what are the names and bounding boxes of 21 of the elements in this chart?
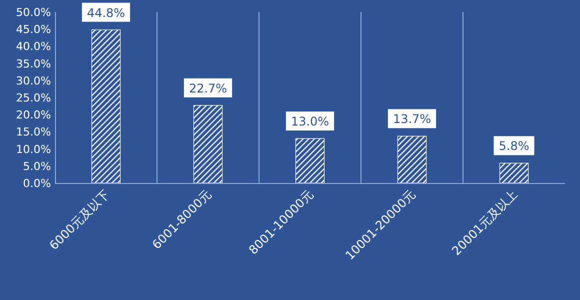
y-tick-label: 25.0% (16, 92, 51, 104)
bar (397, 136, 427, 184)
y-tick-label: 50.0% (16, 6, 51, 19)
bar (295, 138, 325, 184)
y-tick-label: 20.0% (16, 108, 51, 122)
y-tick-label: 35.0% (16, 57, 51, 70)
y-tick-label: 10.0% (16, 142, 51, 156)
data-label: 22.7% (188, 81, 228, 96)
data-label: 44.8% (86, 6, 126, 20)
y-tick-label: 0.0% (23, 177, 51, 190)
bar (193, 105, 223, 184)
data-label: 13.7% (392, 112, 432, 126)
bar (499, 162, 529, 184)
y-tick-label: 40.0% (16, 40, 51, 54)
y-tick-label: 15.0% (16, 126, 51, 139)
y-tick-label: 45.0% (16, 23, 51, 36)
y-tick-label: 30.0% (16, 74, 51, 88)
y-tick-label: 5.0% (23, 160, 51, 173)
data-label: 5.8% (498, 139, 530, 154)
data-label: 13.0% (290, 114, 330, 129)
bar (91, 29, 121, 184)
